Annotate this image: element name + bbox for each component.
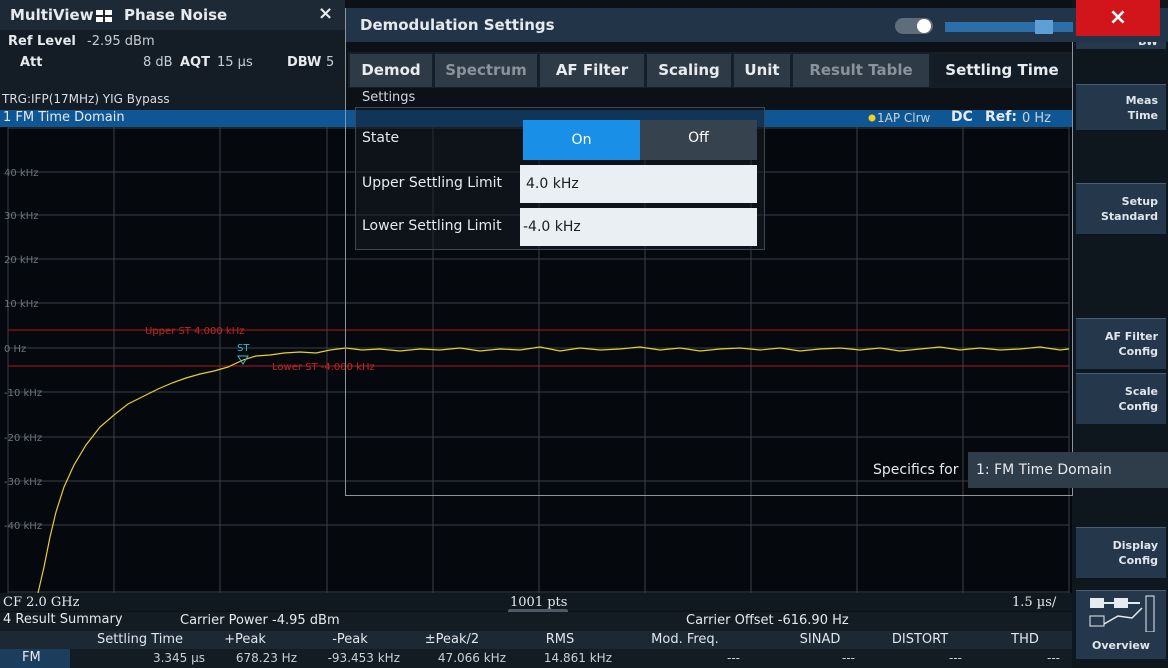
- ref-level: -2.95 dBm: [87, 34, 155, 49]
- state-on[interactable]: On: [523, 120, 640, 160]
- y-label: 40 kHz: [4, 168, 38, 179]
- table-cell: 14.861 kHz: [543, 651, 612, 665]
- multiview-icon: [96, 10, 112, 22]
- table-header-cell: Settling Time: [96, 632, 184, 647]
- y-label: 10 kHz: [4, 299, 38, 310]
- aqt-label: AQT: [180, 55, 210, 70]
- dialog-tab[interactable]: AF Filter: [540, 54, 644, 87]
- overview-icon: [1089, 595, 1155, 632]
- state-off[interactable]: Off: [640, 120, 757, 160]
- y-label: 0 Hz: [4, 344, 26, 355]
- channel-tab[interactable]: Phase Noise: [124, 6, 228, 24]
- specifics-label: Specifics for: [873, 462, 959, 478]
- ref: 0 Hz: [1022, 111, 1052, 126]
- y-label: 20 kHz: [4, 255, 38, 266]
- dialog-tab[interactable]: Result Table: [793, 54, 929, 87]
- y-label: 30 kHz: [4, 211, 38, 222]
- chart-footer: [0, 593, 1072, 611]
- table-cell: 3.345 µs: [152, 651, 205, 665]
- table-header-cell: THD: [1011, 632, 1039, 647]
- y-label: -10 kHz: [4, 388, 42, 399]
- upper-limit-label: Upper ST 4.000 kHz: [145, 326, 244, 337]
- channel-close[interactable]: ×: [318, 3, 334, 24]
- lower-limit-input[interactable]: -4.0 kHz: [520, 208, 757, 246]
- table-header: [0, 631, 1072, 649]
- softkey-label: Display Config: [1112, 539, 1158, 567]
- upper-limit-input[interactable]: 4.0 kHz: [520, 165, 757, 203]
- dialog-tab[interactable]: Scaling: [647, 54, 731, 87]
- att: 8 dB: [143, 55, 173, 70]
- softkey[interactable]: Setup Standard: [1076, 183, 1166, 234]
- dialog-close[interactable]: ×: [1076, 0, 1160, 36]
- top-bar: [0, 0, 345, 30]
- table-header-cell: DISTORT: [891, 632, 949, 647]
- points: 1001 pts: [510, 595, 568, 610]
- ref-level-label: Ref Level: [8, 34, 76, 49]
- carrier-offset: Carrier Offset -616.90 Hz: [686, 613, 849, 628]
- trace: [37, 346, 1070, 593]
- cf: CF 2.0 GHz: [3, 595, 80, 610]
- y-label: -40 kHz: [4, 521, 42, 532]
- softkey-label: Setup Standard: [1100, 195, 1158, 223]
- table-header-cell: +Peak: [224, 632, 266, 647]
- dialog-tab[interactable]: Spectrum: [435, 54, 537, 87]
- dbw: 5: [326, 55, 335, 70]
- info-panel: [0, 30, 345, 110]
- table-header-cell: RMS: [545, 632, 575, 647]
- ref-label: Ref:: [985, 109, 1017, 125]
- dialog-title: Demodulation Settings: [360, 16, 555, 34]
- softkey[interactable]: Scale Config: [1076, 373, 1166, 424]
- table-header-cell: ±Peak/2: [424, 632, 480, 647]
- marker-label: ST: [237, 343, 250, 354]
- upper-limit-field-label: Upper Settling Limit: [362, 175, 503, 191]
- softkey[interactable]: Meas Time: [1076, 84, 1166, 130]
- chart: 40 kHz 30 kHz 20 kHz 10 kHz 0 Hz -10 kHz…: [0, 127, 1072, 593]
- table-header-cell: Mod. Freq.: [651, 632, 719, 647]
- group-label: Settings: [362, 90, 416, 105]
- table-header-cell: -Peak: [332, 632, 368, 647]
- y-label: -20 kHz: [4, 433, 42, 444]
- dialog-tab[interactable]: Demod: [350, 54, 432, 87]
- trigger: TRG:IFP(17MHz) YIG Bypass: [2, 92, 170, 106]
- table-cell: ---: [949, 651, 962, 665]
- softkey-label: Meas Time: [1125, 93, 1158, 122]
- softkey[interactable]: AF Filter Config: [1076, 318, 1166, 369]
- lower-limit-field-label: Lower Settling Limit: [362, 218, 502, 234]
- y-label: -30 kHz: [4, 477, 42, 488]
- specifics-dropdown[interactable]: 1: FM Time Domain: [968, 452, 1168, 488]
- dbw-label: DBW: [287, 55, 322, 70]
- table-cell: ---: [1047, 651, 1060, 665]
- softkey[interactable]: Display Config: [1076, 527, 1166, 578]
- aqt: 15 µs: [217, 55, 253, 70]
- table-cell: 678.23 Hz: [235, 651, 297, 665]
- row-label: FM: [22, 650, 41, 665]
- coupling: DC: [951, 109, 973, 125]
- marker-triangle: [237, 355, 249, 365]
- lower-limit-label: Lower ST -4.000 kHz: [272, 362, 375, 373]
- trace-info: 1AP Clrw: [877, 111, 931, 125]
- dialog-tab[interactable]: Settling Time: [932, 54, 1072, 87]
- carrier-power: Carrier Power -4.95 dBm: [180, 613, 340, 628]
- att-label: Att: [20, 55, 43, 70]
- state-label: State: [362, 130, 400, 146]
- row-label-bg: [0, 649, 70, 668]
- diagram-title: 1 FM Time Domain: [3, 110, 125, 125]
- dialog-controls: [895, 18, 1073, 34]
- dialog-tab[interactable]: Unit: [734, 54, 790, 87]
- x-scale: 1.5 µs/: [1012, 595, 1057, 610]
- softkey-label: Scale Config: [1118, 385, 1159, 413]
- table-cell: ---: [842, 651, 855, 665]
- table-header-cell: SINAD: [799, 632, 841, 647]
- table-cell: 47.066 kHz: [437, 651, 506, 665]
- table-cell: -93.453 kHz: [327, 651, 400, 665]
- y-axis-labels: 40 kHz 30 kHz 20 kHz 10 kHz 0 Hz -10 kHz…: [4, 168, 42, 532]
- table-cell: ---: [727, 651, 740, 665]
- summary-title: 4 Result Summary: [3, 612, 123, 627]
- softkey-label: Overview: [1092, 639, 1150, 652]
- softkey-label: AF Filter Config: [1104, 330, 1158, 358]
- trace-dot: [868, 114, 876, 122]
- multiview-tab[interactable]: MultiView: [10, 6, 94, 24]
